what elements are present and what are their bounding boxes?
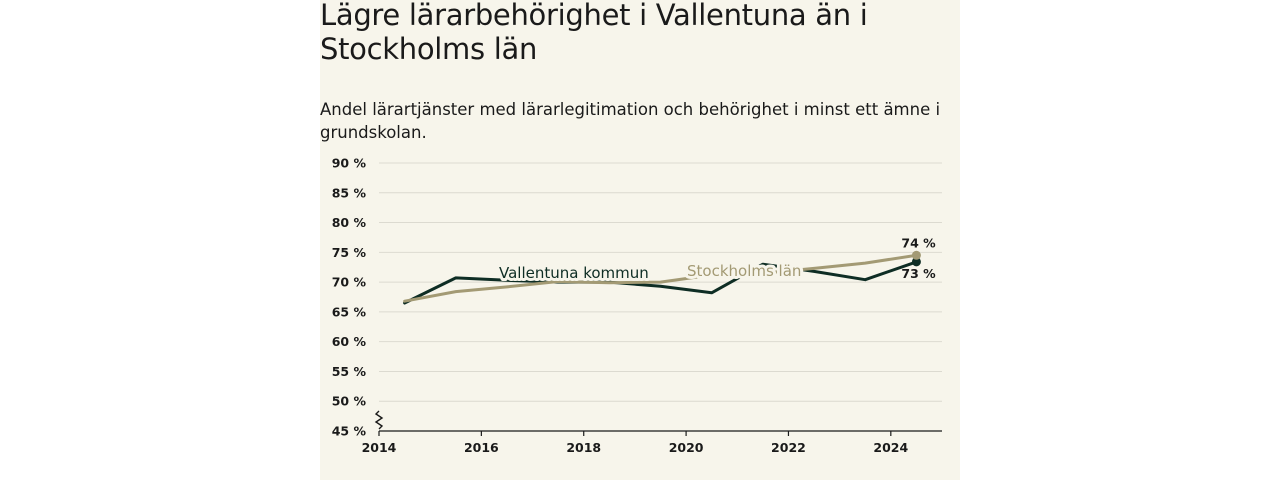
y-tick-label: 45 % [332, 424, 367, 439]
y-tick-label: 65 % [332, 304, 367, 319]
end-marker-vallentuna [911, 257, 921, 267]
axis-break-icon [374, 410, 384, 430]
end-label-vallentuna: 73 % [901, 266, 936, 281]
y-tick-label: 50 % [332, 394, 367, 409]
end-label-stockholm: 74 % [901, 235, 936, 250]
x-tick-label: 2022 [771, 440, 806, 455]
series-label-stockholm-halo: Stockholms län [687, 262, 801, 280]
series-line-stockholm [403, 253, 918, 303]
chart-title: Lägre lärarbehörighet i Vallentuna än i … [320, 0, 868, 66]
y-tick-label: 90 % [332, 156, 367, 171]
y-tick-label: 70 % [332, 275, 367, 290]
x-tick-label: 2020 [669, 440, 704, 455]
y-tick-label: 60 % [332, 334, 367, 349]
x-tick-label: 2014 [362, 440, 397, 455]
series-label-stockholm: Stockholms län [687, 262, 801, 280]
end-marker-stockholm [911, 250, 921, 260]
y-tick-label: 80 % [332, 215, 367, 230]
chart-subtitle: Andel lärartjänster med lärarlegitimatio… [320, 100, 941, 142]
y-tick-label: 75 % [332, 245, 367, 260]
series-lines [403, 250, 921, 305]
y-axis-labels: 45 % 50 % 55 % 60 % 65 % 70 % 75 % 80 % 85 % 90 % [332, 156, 367, 439]
x-tick-label: 2024 [873, 440, 908, 455]
x-tick-label: 2018 [566, 440, 601, 455]
x-tick-label: 2016 [464, 440, 499, 455]
line-chart: 45 % 50 % 55 % 60 % 65 % 70 % 75 % 80 % 85 % 90 %… [332, 156, 942, 455]
y-tick-label: 55 % [332, 364, 367, 379]
x-axis: 2014 2016 2018 2020 2022 2024 [362, 410, 942, 455]
series-label-vallentuna: Vallentuna kommun [499, 264, 649, 282]
series-line-vallentuna [403, 260, 918, 305]
y-tick-label: 85 % [332, 185, 367, 200]
series-label-vallentuna-halo: Vallentuna kommun [499, 264, 649, 282]
chart-card: Lägre lärarbehörighet i Vallentuna än i … [320, 0, 960, 480]
